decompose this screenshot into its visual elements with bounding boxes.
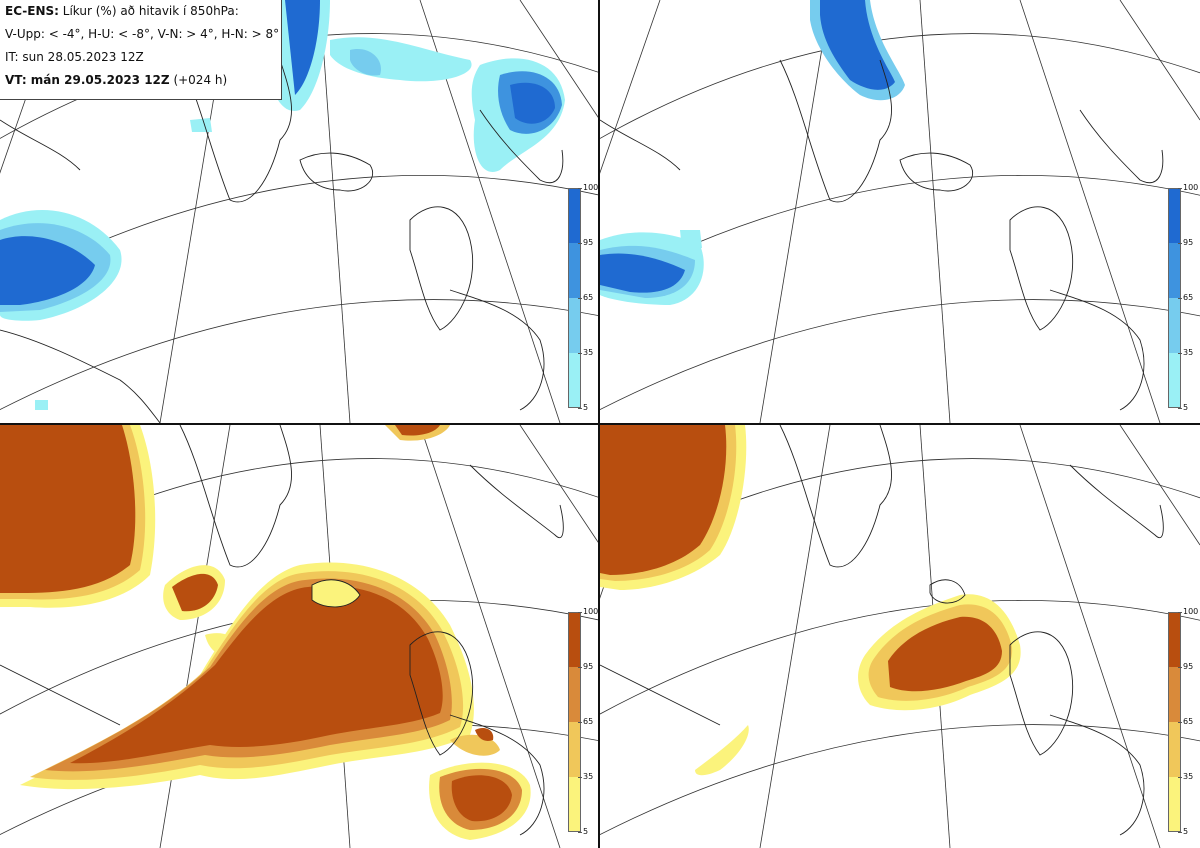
- colorbar-tick-label: 5: [583, 827, 589, 836]
- colorbar-tick-label: 65: [583, 293, 594, 302]
- colorbar-tick-mark: [578, 667, 582, 668]
- map-top-left-svg: [0, 0, 598, 423]
- graticule: [600, 0, 1200, 423]
- colorbar-tick-label: 100: [583, 607, 599, 616]
- colorbar-tick-mark: [578, 777, 582, 778]
- colorbar-tick-label: 100: [1183, 183, 1199, 192]
- colorbar-warm-bottom-left: 100 95 65 35 5: [568, 608, 600, 836]
- colorbar-tick-mark: [1178, 777, 1182, 778]
- colorbar-tick-mark: [1178, 832, 1182, 833]
- colorbar-cold-top-right: 100 95 65 35 5: [1168, 184, 1200, 412]
- colorbar-tick-mark: [578, 612, 582, 613]
- valid-time: VT: mán 29.05.2023 12Z: [5, 73, 170, 87]
- probability-areas: [600, 0, 905, 305]
- colorbar-tick-mark: [1178, 667, 1182, 668]
- colorbar-tick-mark: [1178, 353, 1182, 354]
- colorbar-tick-mark: [1178, 612, 1182, 613]
- colorbar-tick-label: 100: [583, 183, 599, 192]
- coastlines: [600, 59, 1164, 411]
- map-panel-top-left: [0, 0, 598, 423]
- map-panel-top-right: [600, 0, 1200, 423]
- colorbar-tick-mark: [1178, 243, 1182, 244]
- title-text: Líkur (%) að hitavik í 850hPa:: [62, 4, 239, 18]
- colorbar-tick-label: 95: [583, 238, 594, 247]
- colorbar-tick-label: 95: [1183, 238, 1194, 247]
- map-top-right-svg: [600, 0, 1200, 423]
- init-time: IT: sun 28.05.2023 12Z: [5, 50, 144, 64]
- forecast-hour: (+024 h): [173, 73, 228, 87]
- colorbar-tick-mark: [1178, 722, 1182, 723]
- colorbar-tick-mark: [578, 722, 582, 723]
- colorbar-warm-bottom-right: 100 95 65 35 5: [1168, 608, 1200, 836]
- legend-line: V-Upp: < -4°, H-U: < -8°, V-N: > 4°, H-N…: [5, 27, 280, 41]
- colorbar-tick-mark: [578, 353, 582, 354]
- colorbar-cold-top-left: 100 95 65 35 5: [568, 184, 600, 412]
- colorbar-tick-label: 35: [583, 348, 594, 357]
- probability-areas: [0, 0, 565, 410]
- colorbar-tick-mark: [1178, 408, 1182, 409]
- colorbar-tick-label: 5: [1183, 827, 1189, 836]
- map-bottom-right-svg: [600, 425, 1200, 848]
- colorbar-tick-label: 95: [583, 662, 594, 671]
- probability-areas: [0, 425, 531, 840]
- colorbar-tick-mark: [578, 832, 582, 833]
- map-panel-bottom-left: [0, 425, 598, 848]
- colorbar-tick-label: 65: [1183, 717, 1194, 726]
- title-line: EC-ENS: Líkur (%) að hitavik í 850hPa:: [5, 0, 281, 23]
- colorbar-tick-label: 5: [583, 403, 589, 412]
- colorbar-tick-label: 5: [1183, 403, 1189, 412]
- colorbar-tick-mark: [578, 298, 582, 299]
- colorbar-tick-mark: [578, 408, 582, 409]
- map-panel-bottom-right: [600, 425, 1200, 848]
- colorbar-tick-label: 35: [1183, 348, 1194, 357]
- colorbar-tick-mark: [1178, 298, 1182, 299]
- panel-divider-horizontal: [0, 423, 1200, 425]
- colorbar-tick-label: 35: [1183, 772, 1194, 781]
- colorbar-tick-mark: [578, 243, 582, 244]
- colorbar-tick-label: 35: [583, 772, 594, 781]
- colorbar-tick-label: 100: [1183, 607, 1199, 616]
- coastlines: [0, 59, 564, 423]
- colorbar-tick-label: 65: [1183, 293, 1194, 302]
- colorbar-tick-mark: [578, 188, 582, 189]
- coastlines: [0, 425, 564, 836]
- info-box: EC-ENS: Líkur (%) að hitavik í 850hPa: V…: [0, 0, 282, 100]
- model-name: EC-ENS:: [5, 4, 59, 18]
- valid-time-line: VT: mán 29.05.2023 12Z (+024 h): [5, 69, 281, 92]
- colorbar-tick-label: 65: [583, 717, 594, 726]
- colorbar-tick-mark: [1178, 188, 1182, 189]
- map-bottom-left-svg: [0, 425, 598, 848]
- coastlines: [600, 425, 1164, 836]
- probability-areas: [600, 425, 1021, 776]
- colorbar-tick-label: 95: [1183, 662, 1194, 671]
